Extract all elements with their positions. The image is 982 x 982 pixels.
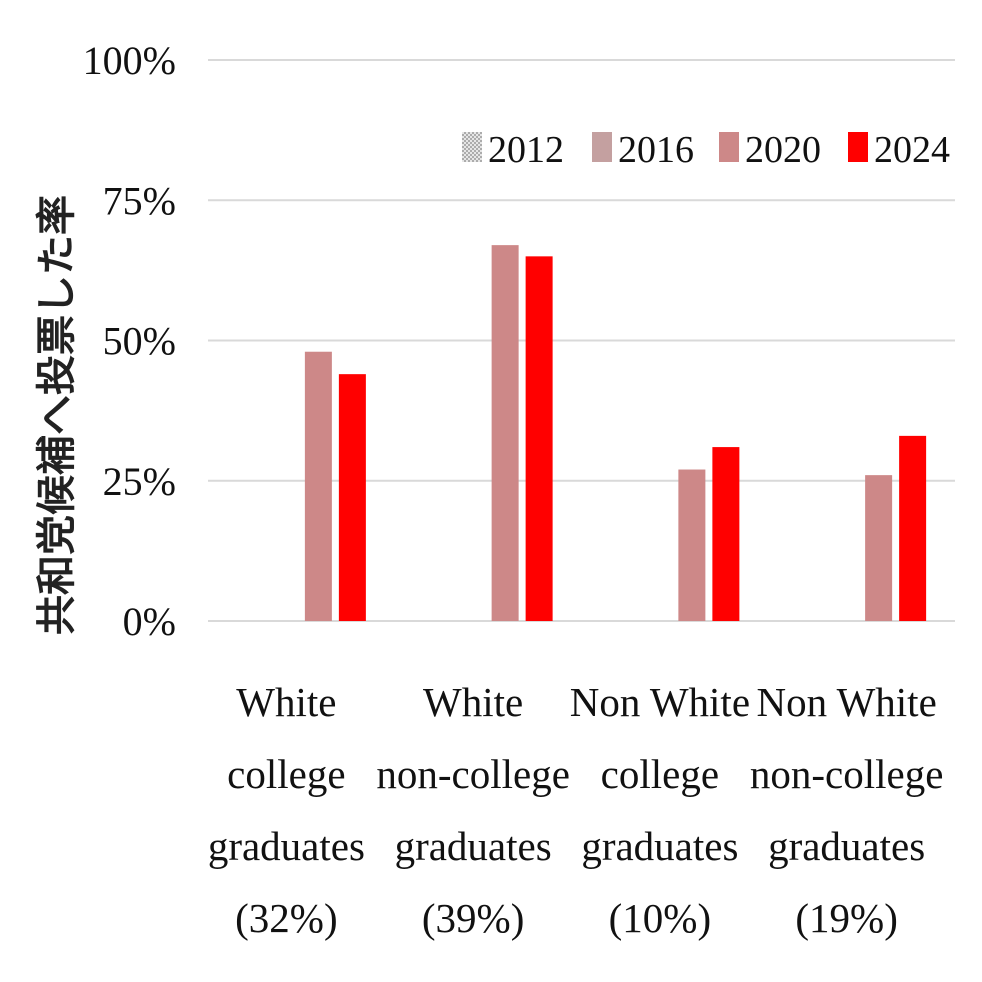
category-label: White non-college graduates (39%): [376, 679, 570, 941]
legend-label: 2016: [618, 129, 694, 171]
bar-2024-cat1: [338, 374, 366, 621]
category-label-line: White: [423, 679, 523, 725]
y-axis-title: 共和党候補へ投票した率: [33, 195, 80, 635]
legend-swatch: [848, 132, 868, 162]
bar-2020-cat1: [304, 351, 332, 621]
category-label: Non White college graduates (10%): [570, 679, 750, 941]
category-label-line: (10%): [609, 895, 711, 941]
category-label-line: (32%): [235, 895, 337, 941]
category-label-line: Non White: [570, 679, 750, 725]
bar-2024-cat2: [525, 256, 553, 621]
bar-2024-cat3: [712, 447, 740, 621]
y-tick-label: 25%: [103, 459, 176, 504]
legend-swatch: [462, 132, 482, 162]
bar-2020-cat4: [865, 475, 893, 621]
category-label-line: non-college: [376, 751, 570, 797]
legend-swatch: [592, 132, 612, 162]
legend-item-2012: 2012: [462, 129, 564, 171]
category-label: White college graduates (32%): [208, 679, 365, 941]
category-label-line: college: [227, 751, 345, 797]
legend-swatch: [719, 132, 739, 162]
category-label-line: Non White: [756, 679, 936, 725]
category-label-line: White: [236, 679, 336, 725]
category-label-line: graduates: [581, 823, 738, 869]
category-label: Non White non-college graduates (19%): [750, 679, 944, 941]
legend-item-2020: 2020: [719, 129, 821, 171]
bars: [304, 245, 927, 621]
legend: 2012 2016 2020 2024: [462, 129, 950, 171]
legend-label: 2020: [745, 129, 821, 171]
legend-item-2016: 2016: [592, 129, 694, 171]
y-axis-tick-labels: 0% 25% 50% 75% 100%: [83, 38, 176, 644]
x-axis-category-labels: White college graduates (32%) White non-colle…: [208, 679, 944, 941]
y-tick-label: 0%: [123, 599, 176, 644]
bar-2020-cat3: [678, 469, 706, 621]
category-label-line: college: [601, 751, 719, 797]
gridlines: [208, 59, 955, 622]
category-label-line: graduates: [208, 823, 365, 869]
category-label-line: graduates: [395, 823, 552, 869]
y-tick-label: 100%: [83, 38, 176, 83]
bar-2024-cat4: [899, 435, 927, 621]
category-label-line: non-college: [750, 751, 944, 797]
category-label-line: graduates: [768, 823, 925, 869]
category-label-line: (19%): [795, 895, 897, 941]
legend-item-2024: 2024: [848, 129, 950, 171]
bar-2020-cat2: [491, 245, 519, 621]
y-tick-label: 50%: [103, 319, 176, 364]
category-label-line: (39%): [422, 895, 524, 941]
y-tick-label: 75%: [103, 178, 176, 223]
legend-label: 2012: [488, 129, 564, 171]
legend-label: 2024: [874, 129, 950, 171]
